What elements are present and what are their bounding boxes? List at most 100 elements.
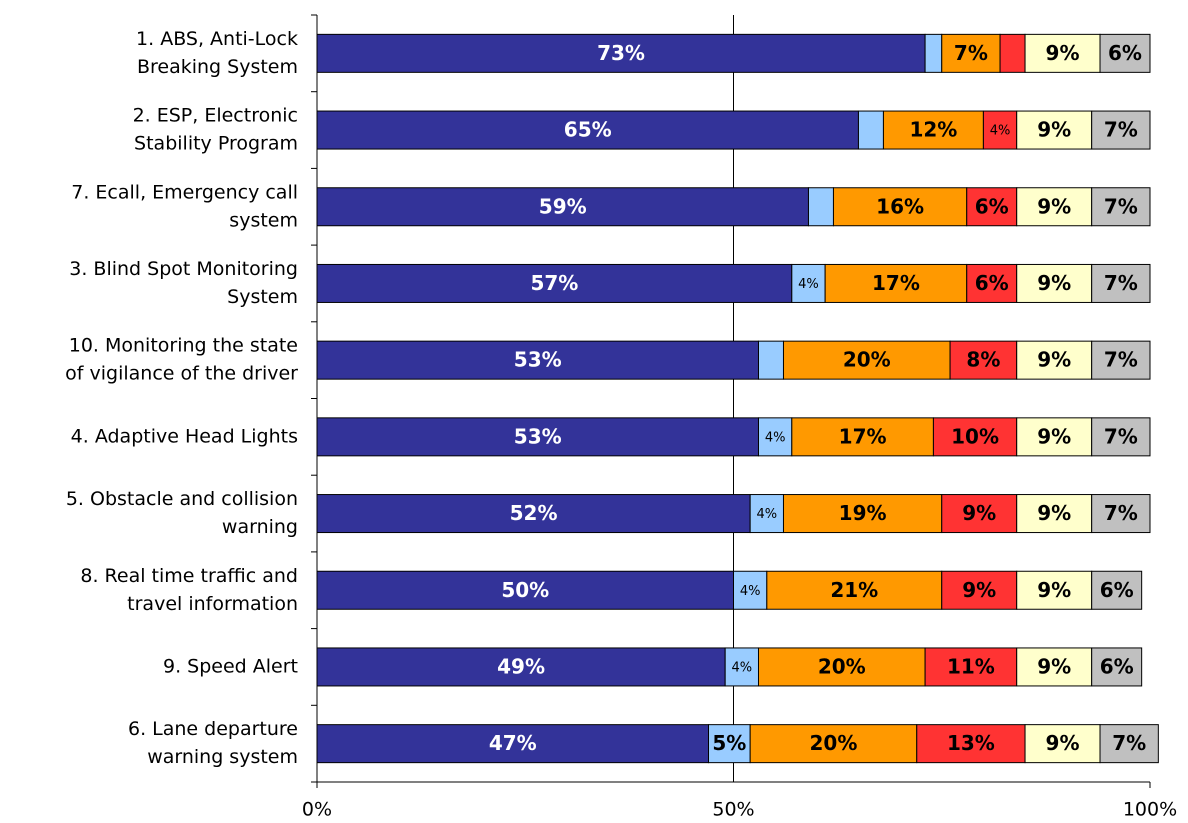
value-label: 7%: [1112, 731, 1146, 755]
bar-segment: [316, 263, 793, 303]
bar-segment: [1024, 33, 1101, 73]
value-label: 6%: [975, 271, 1009, 295]
value-label: 4%: [990, 124, 1011, 139]
value-label: 57%: [530, 271, 578, 295]
bar-segment: [1016, 110, 1093, 150]
value-label: 8%: [966, 348, 1000, 372]
value-label: 73%: [597, 41, 645, 65]
value-label: 7%: [1104, 501, 1138, 525]
bar-segment: [932, 417, 1018, 457]
bar-segment: [832, 187, 968, 227]
bar-segment: [791, 263, 826, 303]
bar-segment: [1091, 340, 1151, 380]
category-label: warning: [222, 516, 298, 538]
category-label: 3. Blind Spot Monitoring: [69, 258, 298, 280]
bar-segment: [1016, 647, 1093, 687]
value-label: 19%: [839, 501, 887, 525]
value-label: 4%: [740, 584, 761, 599]
bar-segment: [1016, 340, 1093, 380]
value-label: 65%: [564, 118, 612, 142]
bar-segment: [1091, 570, 1143, 610]
value-label: 9%: [1037, 118, 1071, 142]
category-label: 5. Obstacle and collision: [66, 488, 298, 510]
bar-segment: [316, 187, 809, 227]
value-label: 7%: [954, 41, 988, 65]
bar-segment: [916, 724, 1026, 764]
category-label: Stability Program: [134, 133, 298, 155]
bar-segment: [966, 263, 1018, 303]
value-label: 6%: [975, 194, 1009, 218]
value-label: 7%: [1104, 424, 1138, 448]
value-label: 9%: [962, 501, 996, 525]
x-tick-label: 0%: [302, 799, 332, 821]
bar-segment: [1016, 187, 1093, 227]
bar-segment: [1016, 417, 1093, 457]
bar-segment: [1091, 110, 1151, 150]
bar-segment: [708, 724, 751, 764]
bar-segment: [724, 647, 759, 687]
value-label: 21%: [830, 578, 878, 602]
value-label: 59%: [539, 194, 587, 218]
value-label: 9%: [962, 578, 996, 602]
bar-segment: [924, 33, 943, 73]
bar-segment: [807, 187, 834, 227]
value-label: 53%: [514, 424, 562, 448]
bar-segment: [1091, 494, 1151, 534]
bar-segment: [949, 340, 1018, 380]
value-label: 53%: [514, 348, 562, 372]
category-label: 4. Adaptive Head Lights: [71, 425, 298, 447]
bar-segment: [966, 187, 1018, 227]
bar-segment: [1099, 33, 1151, 73]
value-label: 11%: [947, 654, 995, 678]
value-label: 9%: [1037, 578, 1071, 602]
bar-segment: [757, 647, 926, 687]
value-label: 20%: [818, 654, 866, 678]
value-label: 6%: [1100, 654, 1134, 678]
category-label: 1. ABS, Anti-Lock: [136, 28, 298, 50]
value-label: 7%: [1104, 348, 1138, 372]
category-label: warning system: [147, 746, 298, 768]
bar-segment: [1099, 724, 1159, 764]
value-label: 49%: [497, 654, 545, 678]
value-label: 17%: [839, 424, 887, 448]
category-label: 2. ESP, Electronic: [133, 105, 298, 127]
bar-segment: [782, 340, 951, 380]
bar-segment: [1091, 263, 1151, 303]
value-label: 52%: [510, 501, 558, 525]
bar-segment: [1091, 417, 1151, 457]
value-label: 9%: [1037, 194, 1071, 218]
value-label: 9%: [1037, 348, 1071, 372]
bar-segment: [1091, 187, 1151, 227]
value-label: 9%: [1046, 41, 1080, 65]
bar-segment: [316, 570, 734, 610]
x-tick-label: 50%: [712, 799, 754, 821]
category-label: travel information: [127, 593, 298, 615]
bar-segment: [316, 724, 710, 764]
value-label: 16%: [876, 194, 924, 218]
value-label: 5%: [712, 731, 746, 755]
value-label: 4%: [765, 430, 786, 445]
category-label: 6. Lane departure: [128, 718, 298, 740]
category-label: 9. Speed Alert: [163, 655, 298, 677]
bar-segment: [941, 570, 1018, 610]
value-label: 6%: [1108, 41, 1142, 65]
value-label: 10%: [951, 424, 999, 448]
value-label: 4%: [798, 277, 819, 292]
value-label: 7%: [1104, 194, 1138, 218]
category-label: 7. Ecall, Emergency call: [71, 181, 298, 203]
value-label: 13%: [947, 731, 995, 755]
bar-segment: [316, 33, 926, 73]
bar-segment: [999, 33, 1026, 73]
value-label: 4%: [732, 660, 753, 675]
bar-segment: [749, 494, 784, 534]
value-label: 50%: [501, 578, 549, 602]
value-label: 9%: [1037, 654, 1071, 678]
value-label: 9%: [1037, 501, 1071, 525]
bar-segment: [882, 110, 984, 150]
category-label: System: [227, 286, 298, 308]
category-label: 8. Real time traffic and: [80, 565, 298, 587]
bar-segment: [1024, 724, 1101, 764]
value-label: 47%: [489, 731, 537, 755]
value-label: 20%: [843, 348, 891, 372]
